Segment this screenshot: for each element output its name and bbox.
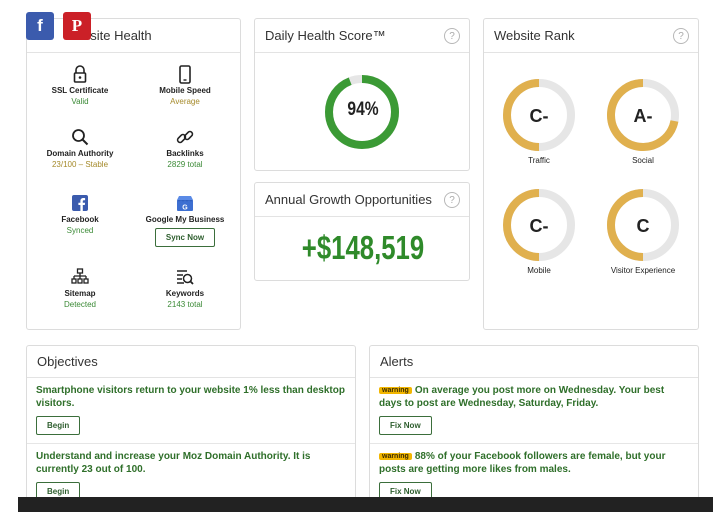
alerts-title: Alerts xyxy=(380,354,414,369)
alert-item: warning On average you post more on Wedne… xyxy=(370,378,698,444)
begin-button[interactable]: Begin xyxy=(36,416,81,435)
metric-backlinks[interactable]: Backlinks 2829 total xyxy=(137,126,233,169)
phone-icon xyxy=(137,63,233,85)
facebook-icon: f xyxy=(37,16,43,35)
svg-text:G: G xyxy=(182,204,188,211)
pinterest-share-button[interactable]: P xyxy=(63,12,91,40)
metric-value: Synced xyxy=(66,226,94,235)
health-score-ring xyxy=(325,75,399,149)
lock-icon xyxy=(32,63,128,85)
metric-ssl[interactable]: SSL Certificate Valid xyxy=(32,63,128,106)
alerts-card: Alerts warning On average you post more o… xyxy=(369,345,699,505)
facebook-icon xyxy=(32,192,128,214)
keywords-icon xyxy=(137,266,233,288)
website-rank-header: Website Rank ? xyxy=(484,19,698,53)
metric-value: 23/100 – Stable xyxy=(51,160,109,169)
alert-item: warning 88% of your Facebook followers ar… xyxy=(370,444,698,506)
objectives-card: Objectives Smartphone visitors return to… xyxy=(26,345,356,505)
objective-text: Understand and increase your Moz Domain … xyxy=(36,451,311,475)
daily-health-score-card: Daily Health Score™ ? 94% xyxy=(254,18,470,171)
daily-health-header: Daily Health Score™ ? xyxy=(255,19,469,53)
rank-ring-arc xyxy=(607,189,644,261)
pinterest-icon: P xyxy=(71,16,83,35)
website-health-header: bsite Health xyxy=(27,19,240,53)
store-icon: G xyxy=(137,192,233,214)
metric-domain-authority[interactable]: Domain Authority 23/100 – Stable xyxy=(32,126,128,169)
metric-keywords[interactable]: Keywords 2143 total xyxy=(137,266,233,309)
rank-grade: C- xyxy=(530,106,549,126)
rank-label: Social xyxy=(632,156,654,165)
metric-google-my-business: G Google My Business Sync Now xyxy=(137,192,233,247)
metric-facebook[interactable]: Facebook Synced xyxy=(32,192,128,235)
search-icon xyxy=(32,126,128,148)
rank-rings: C- Traffic A- Social C- Mobile C Visitor Experi… xyxy=(503,79,679,275)
daily-health-title: Daily Health Score™ xyxy=(265,28,386,43)
warning-badge: warning xyxy=(379,387,412,394)
sitemap-icon xyxy=(32,266,128,288)
metric-label: Keywords xyxy=(165,289,205,298)
website-health-title: bsite Health xyxy=(83,28,152,43)
rank-grade: A- xyxy=(634,106,653,126)
top-strip xyxy=(0,0,713,12)
rank-ring-arc xyxy=(607,79,679,151)
annual-growth-header: Annual Growth Opportunities ? xyxy=(255,183,469,217)
metric-label: Backlinks xyxy=(166,149,204,158)
rank-label: Visitor Experience xyxy=(611,266,676,275)
metric-label: Domain Authority xyxy=(46,149,114,158)
alerts-header: Alerts xyxy=(370,346,698,378)
rank-label: Mobile xyxy=(527,266,551,275)
help-icon[interactable]: ? xyxy=(444,28,460,44)
fix-now-button[interactable]: Fix Now xyxy=(379,416,432,435)
rank-grade: C- xyxy=(530,216,549,236)
metric-label: Sitemap xyxy=(64,289,96,298)
alert-text-line: warning On average you post more on Wedne… xyxy=(379,384,689,410)
help-icon[interactable]: ? xyxy=(444,192,460,208)
rank-ring-arc xyxy=(503,79,540,151)
rank-ring-arc xyxy=(503,189,540,261)
objective-text: Smartphone visitors return to your websi… xyxy=(36,385,345,409)
objective-item: Smartphone visitors return to your websi… xyxy=(27,378,355,444)
annual-growth-value: +$148,519 xyxy=(301,229,425,266)
facebook-share-button[interactable]: f xyxy=(26,12,54,40)
health-score-arc xyxy=(325,75,399,149)
metric-label: Google My Business xyxy=(145,215,225,224)
website-health-card: bsite Health SSL Certificate Valid Mobil… xyxy=(26,18,241,330)
rank-label: Traffic xyxy=(528,156,550,165)
website-rank-card: Website Rank ? C- Traffic A- Social C- Mobile… xyxy=(483,18,699,330)
alert-text: On average you post more on Wednesday. Y… xyxy=(379,385,665,409)
health-score-value: 94% xyxy=(347,99,379,120)
metric-value: 2829 total xyxy=(167,160,203,169)
metric-mobile-speed[interactable]: Mobile Speed Average xyxy=(137,63,233,106)
rank-grade: C xyxy=(637,216,650,236)
metric-value: Valid xyxy=(71,97,89,106)
annual-growth-card: Annual Growth Opportunities ? +$148,519 xyxy=(254,182,470,281)
metric-label: Facebook xyxy=(61,215,99,224)
warning-badge: warning xyxy=(379,453,412,460)
metric-label: SSL Certificate xyxy=(51,86,109,95)
objectives-header: Objectives xyxy=(27,346,355,378)
objectives-title: Objectives xyxy=(37,354,98,369)
metric-sitemap[interactable]: Sitemap Detected xyxy=(32,266,128,309)
help-icon[interactable]: ? xyxy=(673,28,689,44)
website-rank-title: Website Rank xyxy=(494,28,575,43)
sync-now-button[interactable]: Sync Now xyxy=(154,228,216,247)
metric-value: 2143 total xyxy=(167,300,203,309)
metric-label: Mobile Speed xyxy=(159,86,211,95)
link-icon xyxy=(137,126,233,148)
alert-text-line: warning 88% of your Facebook followers ar… xyxy=(379,450,689,476)
bottom-dock-bar xyxy=(18,497,713,512)
metric-value: Detected xyxy=(63,300,97,309)
annual-growth-title: Annual Growth Opportunities xyxy=(265,192,432,207)
metric-value: Average xyxy=(170,97,200,106)
alert-text: 88% of your Facebook followers are femal… xyxy=(379,451,666,475)
